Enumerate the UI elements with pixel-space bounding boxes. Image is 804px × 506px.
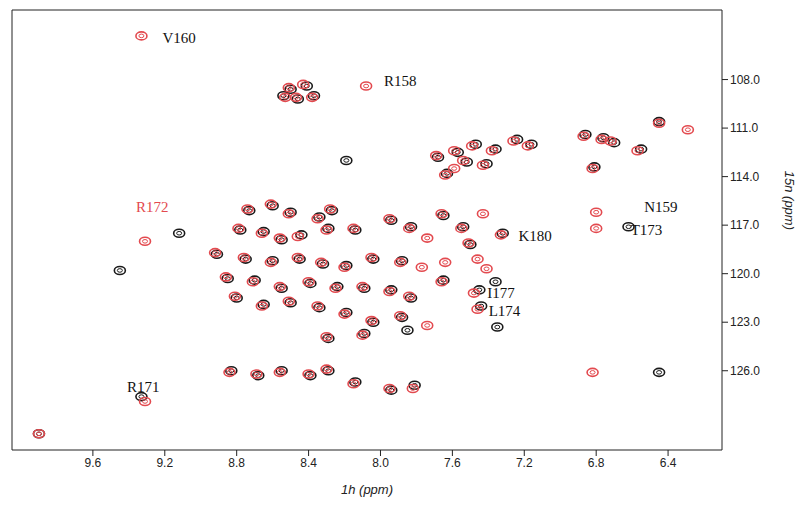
svg-text:126.0: 126.0	[730, 364, 760, 378]
svg-text:123.0: 123.0	[730, 315, 760, 329]
svg-text:120.0: 120.0	[730, 267, 760, 281]
svg-text:8.8: 8.8	[228, 456, 245, 470]
svg-text:R172: R172	[136, 199, 169, 215]
svg-text:9.6: 9.6	[85, 456, 102, 470]
svg-text:T173: T173	[631, 222, 663, 238]
svg-text:7.6: 7.6	[444, 456, 461, 470]
svg-text:7.2: 7.2	[516, 456, 533, 470]
svg-text:15n (ppm): 15n (ppm)	[782, 171, 797, 230]
svg-text:K180: K180	[518, 228, 551, 244]
svg-text:114.0: 114.0	[730, 170, 759, 184]
svg-text:6.4: 6.4	[660, 456, 677, 470]
svg-text:6.8: 6.8	[588, 456, 605, 470]
svg-text:L174: L174	[489, 303, 521, 319]
svg-text:9.2: 9.2	[156, 456, 173, 470]
svg-text:N159: N159	[644, 199, 677, 215]
svg-text:108.0: 108.0	[730, 73, 760, 87]
svg-text:117.0: 117.0	[730, 218, 759, 232]
svg-text:I177: I177	[487, 285, 515, 301]
svg-text:R171: R171	[127, 379, 160, 395]
svg-text:1h (ppm): 1h (ppm)	[341, 482, 393, 497]
svg-text:8.4: 8.4	[300, 456, 317, 470]
svg-text:111.0: 111.0	[730, 121, 759, 135]
svg-text:V160: V160	[162, 30, 195, 46]
svg-text:8.0: 8.0	[372, 456, 389, 470]
svg-text:R158: R158	[384, 73, 417, 89]
